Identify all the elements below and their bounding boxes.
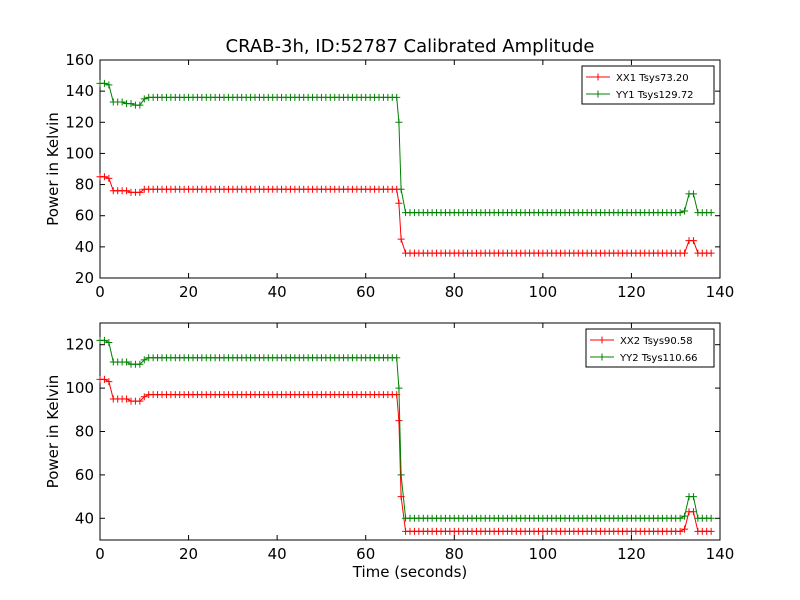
- data-point: [100, 79, 108, 87]
- y-tick-label: 60: [75, 466, 94, 484]
- data-point: [397, 185, 405, 193]
- data-point: [707, 527, 715, 535]
- series-2: [96, 79, 715, 217]
- data-point: [123, 358, 131, 366]
- y-tick-label: 140: [65, 82, 94, 100]
- y-tick-label: 100: [65, 379, 94, 397]
- series-line: [100, 378, 712, 532]
- x-tick-label: 100: [529, 283, 558, 301]
- x-tick-label: 0: [95, 283, 105, 301]
- data-point: [397, 235, 405, 243]
- data-point: [681, 207, 689, 215]
- data-point: [707, 249, 715, 257]
- data-point: [395, 417, 403, 425]
- figure-title: CRAB-3h, ID:52787 Calibrated Amplitude: [226, 36, 595, 57]
- x-tick-label: 80: [445, 545, 464, 563]
- data-point: [395, 199, 403, 207]
- data-point: [127, 100, 135, 108]
- legend-label: YY2 Tsys110.66: [619, 353, 698, 364]
- x-tick-label: 140: [706, 283, 735, 301]
- y-tick-label: 40: [75, 238, 94, 256]
- x-tick-label: 60: [356, 545, 375, 563]
- y-tick-label: 120: [65, 336, 94, 354]
- x-tick-label: 40: [268, 545, 287, 563]
- y-tick-label: 80: [75, 176, 94, 194]
- series-2: [96, 336, 715, 522]
- data-point: [676, 514, 684, 522]
- data-point: [105, 174, 113, 182]
- data-point: [100, 336, 108, 344]
- data-point: [136, 101, 144, 109]
- legend-label: YY1 Tsys129.72: [615, 90, 694, 101]
- y-tick-label: 80: [75, 423, 94, 441]
- data-point: [140, 393, 148, 401]
- y-tick-label: 120: [65, 113, 94, 131]
- x-tick-label: 140: [706, 545, 735, 563]
- y-tick-label: 160: [65, 51, 94, 69]
- x-tick-label: 40: [268, 283, 287, 301]
- data-point: [689, 508, 697, 516]
- x-tick-label: 80: [445, 283, 464, 301]
- legend-swatch-marker: [594, 90, 602, 98]
- data-point: [123, 187, 131, 195]
- chart-panel-2: 0 20 40 60 80 100 120 140 40 60 80 100 120 Power in K…: [44, 322, 735, 581]
- y-axis-label: Power in Kelvin: [44, 375, 62, 489]
- data-point: [676, 209, 684, 217]
- legend-swatch-marker: [598, 336, 606, 344]
- data-point: [100, 173, 108, 181]
- data-point: [689, 190, 697, 198]
- x-tick-label: 120: [617, 545, 646, 563]
- legend: XX1 Tsys73.20 YY1 Tsys129.72: [581, 65, 715, 105]
- data-point: [681, 249, 689, 257]
- data-point: [105, 378, 113, 386]
- data-point: [136, 397, 144, 405]
- data-point: [136, 360, 144, 368]
- x-tick-label: 0: [95, 545, 105, 563]
- data-point: [681, 512, 689, 520]
- data-point: [689, 493, 697, 501]
- data-point: [707, 514, 715, 522]
- data-point: [100, 375, 108, 383]
- data-point: [140, 356, 148, 364]
- data-point: [707, 209, 715, 217]
- x-tick-label: 20: [179, 283, 198, 301]
- data-point: [105, 339, 113, 347]
- data-point: [397, 471, 405, 479]
- y-tick-label: 20: [75, 269, 94, 287]
- data-point: [395, 384, 403, 392]
- y-axis-label: Power in Kelvin: [44, 112, 62, 226]
- x-tick-label: 60: [356, 283, 375, 301]
- x-tick-label: 20: [179, 545, 198, 563]
- x-axis-label: Time (seconds): [352, 563, 468, 581]
- x-tick-label: 100: [529, 545, 558, 563]
- legend-swatch-marker: [598, 353, 606, 361]
- legend: XX2 Tsys90.58 YY2 Tsys110.66: [585, 328, 715, 368]
- data-point: [105, 81, 113, 89]
- chart-panel-1: 0 20 40 60 80 100 120 14020406080100120140160Po…: [44, 51, 734, 301]
- legend-swatch-marker: [594, 73, 602, 81]
- plot-frame: [99, 59, 721, 279]
- data-point: [136, 188, 144, 196]
- data-point: [140, 95, 148, 103]
- data-point: [393, 93, 401, 101]
- x-tick-label: 120: [617, 283, 646, 301]
- data-point: [118, 98, 126, 106]
- data-point: [689, 237, 697, 245]
- y-tick-label: 40: [75, 509, 94, 527]
- legend-label: XX1 Tsys73.20: [616, 73, 689, 84]
- series-1: [96, 173, 715, 257]
- y-tick-label: 60: [75, 207, 94, 225]
- legend-label: XX2 Tsys90.58: [620, 336, 693, 347]
- legend-box: [585, 328, 715, 368]
- series-1: [96, 375, 715, 535]
- legend-box: [581, 65, 715, 105]
- y-tick-label: 100: [65, 144, 94, 162]
- data-point: [681, 525, 689, 533]
- data-point: [123, 395, 131, 403]
- data-point: [395, 118, 403, 126]
- data-point: [393, 354, 401, 362]
- data-point: [676, 527, 684, 535]
